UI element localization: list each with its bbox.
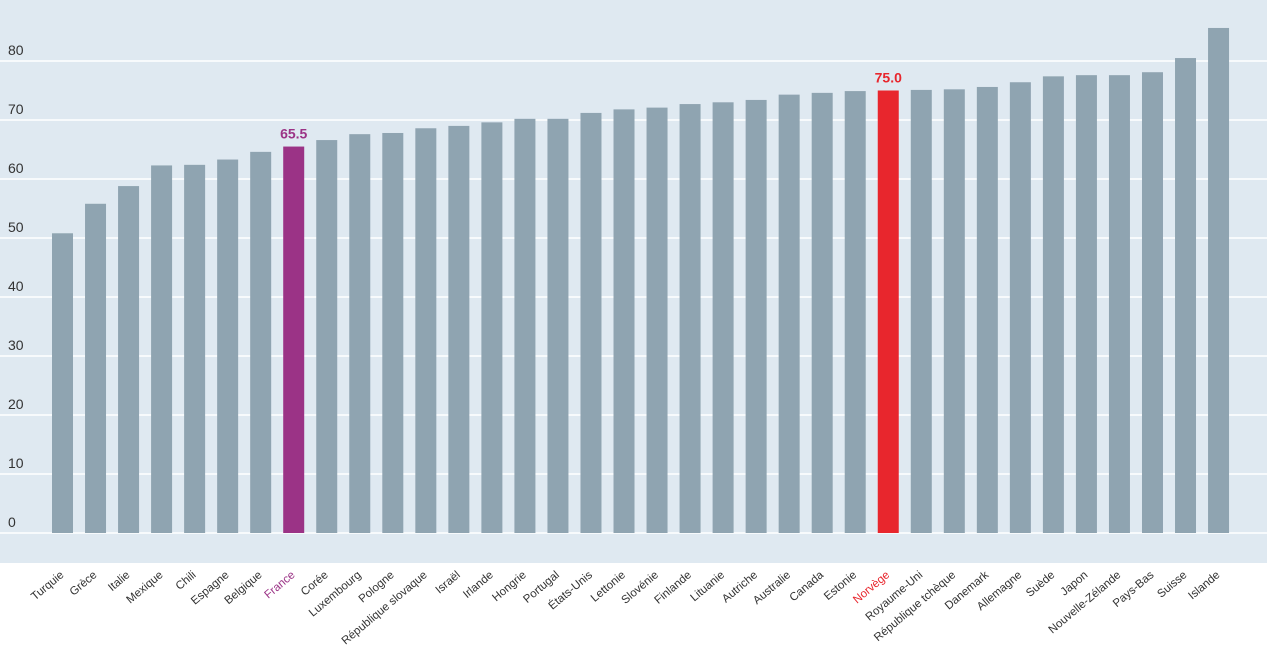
- x-tick-label: Turquie: [29, 569, 66, 603]
- x-tick-label: Italie: [106, 569, 132, 594]
- x-tick-label: Mexique: [125, 569, 166, 606]
- bars: [52, 27, 1230, 534]
- bar: [85, 203, 107, 533]
- bar: [646, 107, 668, 534]
- bar: [415, 128, 437, 533]
- bar: [217, 159, 239, 533]
- bar: [1009, 82, 1031, 534]
- bar: [118, 186, 140, 533]
- bar: [580, 112, 602, 534]
- y-tick-label: 50: [8, 219, 24, 235]
- bar: [910, 89, 932, 533]
- y-tick-label: 70: [8, 101, 24, 117]
- bar: [547, 118, 569, 533]
- x-tick-label: France: [263, 569, 298, 601]
- x-tick-label: Canada: [788, 569, 827, 604]
- y-tick-label: 60: [8, 160, 24, 176]
- bar: [1108, 75, 1130, 533]
- data-labels: 65.5 75.0: [280, 70, 902, 142]
- y-tick-label: 30: [8, 337, 24, 353]
- bar: [811, 92, 833, 534]
- bar: [448, 125, 470, 534]
- bar: [1175, 58, 1197, 534]
- bar: [349, 134, 371, 533]
- bar: [316, 140, 338, 533]
- x-tick-label: Suède: [1024, 569, 1057, 600]
- x-tick-label: Finlande: [652, 569, 694, 607]
- x-tick-label: Belgique: [223, 569, 265, 607]
- y-tick-label: 40: [8, 278, 24, 294]
- bar: [514, 118, 536, 533]
- x-tick-label: Grèce: [68, 569, 100, 598]
- bar: [151, 165, 173, 533]
- bar: [283, 146, 305, 534]
- bar: [1208, 27, 1230, 534]
- y-tick-label: 20: [8, 396, 24, 412]
- bar: [1141, 72, 1163, 534]
- bar: [679, 104, 701, 533]
- bar: [1042, 76, 1064, 533]
- bar: [877, 90, 899, 533]
- y-tick-label: 10: [8, 455, 24, 471]
- bar: [712, 102, 734, 534]
- bar: [844, 91, 866, 533]
- bar: [943, 89, 965, 533]
- x-tick-label: Israël: [434, 569, 463, 596]
- bar: [613, 109, 635, 533]
- bar: [976, 86, 998, 534]
- bar: [778, 94, 800, 533]
- bar: [250, 151, 272, 534]
- y-axis-ticks: 0 10 20 30 40 50 60 70 80: [8, 42, 24, 530]
- bar: [52, 233, 73, 533]
- bar: [1075, 75, 1097, 533]
- data-label: 75.0: [875, 70, 902, 86]
- bar: [745, 99, 767, 533]
- x-tick-label: Australie: [751, 569, 793, 607]
- x-tick-label: Islande: [1186, 569, 1222, 602]
- y-tick-label: 80: [8, 42, 24, 58]
- data-label: 65.5: [280, 126, 307, 142]
- bar: [382, 132, 404, 534]
- bar: [481, 122, 503, 534]
- bar: [184, 164, 206, 533]
- x-tick-label: Chili: [174, 569, 199, 593]
- y-tick-label: 0: [8, 514, 16, 530]
- x-tick-label: Suisse: [1155, 569, 1189, 600]
